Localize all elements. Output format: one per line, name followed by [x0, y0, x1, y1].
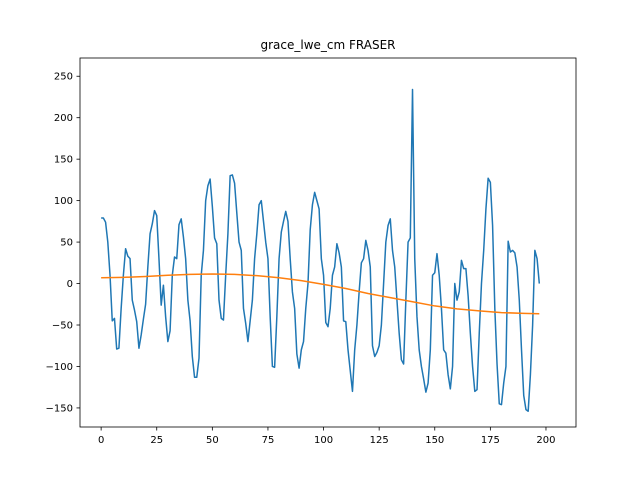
- x-tick-label: 125: [370, 435, 389, 446]
- y-tick-label: −100: [46, 362, 73, 373]
- x-tick-label: 100: [314, 435, 333, 446]
- y-tick-label: 50: [60, 238, 73, 249]
- y-tick-label: −150: [46, 403, 73, 414]
- y-tick-label: 150: [54, 155, 73, 166]
- x-tick-label: 50: [206, 435, 219, 446]
- x-tick-label: 25: [150, 435, 163, 446]
- y-tick-label: 0: [67, 279, 73, 290]
- y-tick-label: 250: [54, 72, 73, 83]
- x-tick-label: 200: [536, 435, 555, 446]
- plot-area: 0 25 50 75 100 125 150 175 200 −150 −100 −50 0 50 100 1…: [46, 57, 577, 446]
- y-tick-label: 100: [54, 196, 73, 207]
- x-tick-label: 0: [98, 435, 104, 446]
- series-line-1: [101, 88, 541, 412]
- chart-title: grace_lwe_cm FRASER: [260, 38, 395, 52]
- x-tick-label: 75: [262, 435, 275, 446]
- y-tick-label: 200: [54, 113, 73, 124]
- x-tick-label: 150: [425, 435, 444, 446]
- axes-frame: [79, 57, 577, 428]
- series-line-2: [101, 273, 540, 315]
- x-tick-label: 175: [481, 435, 500, 446]
- y-tick-label: −50: [52, 321, 73, 332]
